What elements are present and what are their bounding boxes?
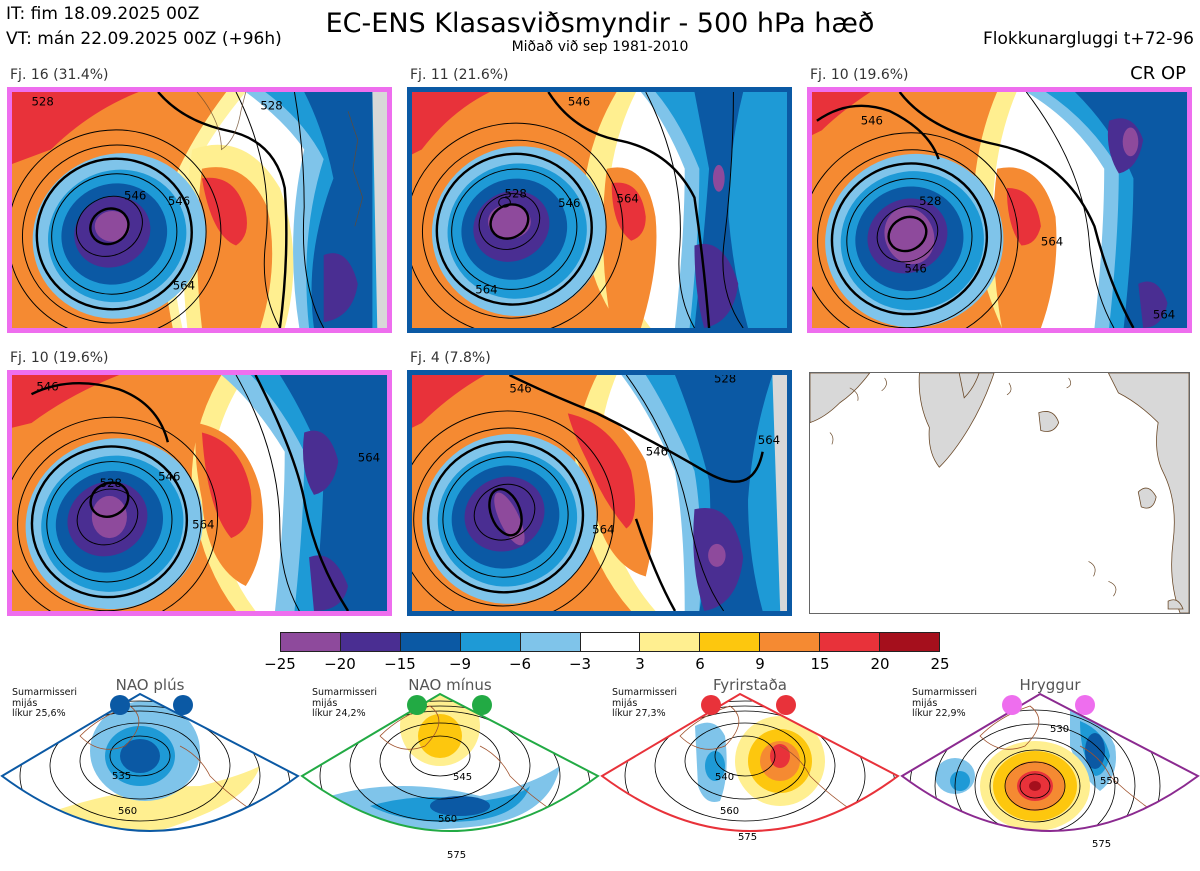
contour-label: 564 — [758, 433, 780, 447]
contour-label: 546 — [558, 196, 580, 210]
regime-title: NAO mínus — [408, 676, 492, 694]
colorbar-segment — [340, 633, 401, 651]
colorbar-segment — [400, 633, 461, 651]
contour-label: 528 — [260, 98, 282, 112]
panel-label-3: Fj. 10 (19.6%) — [810, 67, 909, 83]
contour-label: 560 — [438, 814, 457, 825]
contour-label: 546 — [905, 261, 927, 275]
colorbar-segment — [880, 633, 939, 651]
contour-label: 528 — [31, 95, 53, 109]
contour-label: 575 — [738, 832, 757, 843]
regime-title: NAO plús — [115, 676, 185, 694]
contour-label: 528 — [919, 194, 941, 208]
colorbar-segment — [520, 633, 581, 651]
classification-window: Flokkunargluggi t+72-96 — [982, 29, 1194, 49]
contour-label: 546 — [568, 95, 590, 109]
contour-label: 564 — [173, 279, 195, 293]
valid-time: VT: mán 22.09.2025 00Z (+96h) — [6, 29, 282, 49]
cluster-map-1: 528 546 546 528 564 — [7, 87, 392, 333]
page-subtitle: Miðað við sep 1981-2010 — [511, 39, 689, 55]
panel-label-4: Fj. 10 (19.6%) — [10, 350, 109, 366]
colorbar-tick: 6 — [695, 655, 705, 673]
contour-label: 528 — [100, 476, 122, 490]
colorbar-segment — [820, 633, 881, 651]
colorbar-tick: 20 — [870, 655, 890, 673]
colorbar-tick: −6 — [508, 655, 532, 673]
contour-label: 546 — [646, 445, 668, 459]
contour-label: 564 — [1041, 235, 1063, 249]
colorbar-tick: 3 — [635, 655, 645, 673]
cluster-map-5: 528 546 546 564 564 — [407, 370, 792, 616]
contour-label: 564 — [475, 283, 497, 297]
contour-label: 535 — [112, 771, 131, 782]
contour-label: 560 — [118, 806, 137, 817]
contour-label: 540 — [715, 772, 734, 783]
regime-title: Hryggur — [1019, 676, 1081, 694]
regime-info: Sumarmisseri mijás líkur 24,2% — [312, 687, 378, 719]
contour-label: 575 — [447, 850, 466, 861]
page-title: EC-ENS Klasasviðsmyndir - 500 hPa hæð — [325, 8, 875, 39]
contour-label: 575 — [1092, 839, 1111, 850]
colorbar-tick: 9 — [755, 655, 765, 673]
contour-label: 546 — [36, 379, 58, 393]
contour-label: 560 — [720, 806, 739, 817]
colorbar — [280, 632, 940, 652]
colorbar-tick: 25 — [930, 655, 950, 673]
contour-label: 530 — [1050, 724, 1069, 735]
contour-label: 564 — [1153, 307, 1175, 321]
colorbar-tick: −25 — [264, 655, 296, 673]
contour-label: 545 — [453, 772, 472, 783]
colorbar-tick: −3 — [568, 655, 592, 673]
contour-label: 564 — [592, 522, 614, 536]
contour-label: 528 — [714, 375, 736, 386]
contour-label: 546 — [158, 470, 180, 484]
colorbar-segment — [760, 633, 821, 651]
contour-label: 546 — [124, 189, 146, 203]
regime-nao-plus: 535 560 NAO plús Sumarmisseri mijás líku… — [0, 676, 300, 871]
colorbar-segment — [700, 633, 761, 651]
contour-label: 564 — [192, 518, 214, 532]
contour-label: 564 — [358, 450, 380, 464]
colorbar-tick: 15 — [810, 655, 830, 673]
cluster-map-3: 546 528 564 546 564 — [807, 87, 1192, 333]
regime-info: Sumarmisseri mijás líkur 27,3% — [612, 687, 678, 719]
panel-label-2: Fj. 11 (21.6%) — [410, 67, 509, 83]
regime-info: Sumarmisseri mijás líkur 25,6% — [12, 687, 78, 719]
contour-label: 528 — [505, 187, 527, 201]
regime-nao-minus: 545 560 575 NAO mínus Sumarmisseri mijás… — [300, 676, 600, 871]
colorbar-segment — [460, 633, 521, 651]
regime-info: Sumarmisseri mijás líkur 22,9% — [912, 687, 978, 719]
colorbar-segment — [580, 633, 641, 651]
contour-label: 564 — [617, 191, 639, 205]
colorbar-segment — [281, 633, 341, 651]
colorbar-tick: −15 — [384, 655, 416, 673]
colorbar-tick: −20 — [324, 655, 356, 673]
panel-label-1: Fj. 16 (31.4%) — [10, 67, 109, 83]
colorbar-tick: −9 — [448, 655, 472, 673]
cr-op-label: CR OP — [1130, 63, 1186, 84]
cluster-map-2: 546 528 546 564 564 — [407, 87, 792, 333]
regime-blocking: 540 560 575 Fyrirstaða Sumarmisseri mijá… — [600, 676, 900, 871]
colorbar-segment — [640, 633, 701, 651]
contour-label: 546 — [168, 194, 190, 208]
contour-label: 546 — [861, 114, 883, 128]
basemap-panel — [809, 372, 1190, 614]
initial-time: IT: fim 18.09.2025 00Z — [6, 4, 200, 24]
regime-ridge: 530 550 575 Hryggur Sumarmisseri mijás l… — [900, 676, 1200, 871]
regime-title: Fyrirstaða — [713, 676, 787, 694]
contour-label: 550 — [1100, 776, 1119, 787]
panel-label-5: Fj. 4 (7.8%) — [410, 350, 491, 366]
contour-label: 546 — [509, 381, 531, 395]
cluster-map-4: 546 528 546 564 564 — [7, 370, 392, 616]
